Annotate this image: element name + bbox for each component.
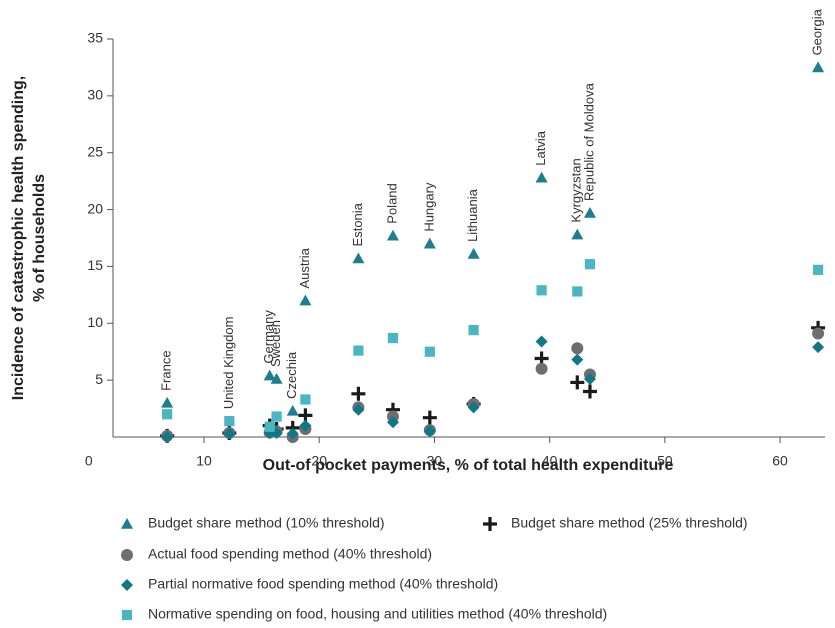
- marker-diamond: [161, 431, 174, 443]
- x-tick-label: 10: [196, 453, 212, 469]
- marker-triangle: [352, 252, 365, 264]
- marker-triangle: [423, 237, 436, 249]
- marker-triangle: [386, 229, 399, 241]
- marker-diamond: [467, 401, 480, 414]
- legend-label: Budget share method (25% threshold): [511, 515, 748, 531]
- marker-square: [536, 285, 547, 296]
- marker-diamond: [121, 579, 133, 591]
- marker-plus: [422, 410, 437, 425]
- point-label: France: [159, 350, 174, 390]
- x-tick-label: 20: [311, 453, 327, 469]
- marker-triangle: [583, 206, 596, 218]
- marker-plus: [570, 375, 585, 390]
- x-tick-label: 40: [542, 453, 558, 469]
- marker-square: [387, 332, 399, 344]
- y-tick-label: 5: [95, 371, 103, 387]
- marker-triangle: [161, 396, 174, 408]
- y-tick-label: 15: [87, 257, 103, 273]
- marker-diamond: [583, 373, 596, 386]
- point-label: Kyrgyzstan: [569, 158, 584, 222]
- marker-circle: [121, 549, 133, 561]
- x-tick-label: 0: [85, 453, 93, 469]
- marker-diamond: [423, 425, 436, 438]
- marker-square: [424, 346, 435, 357]
- marker-triangle: [467, 247, 480, 259]
- marker-diamond: [386, 416, 399, 429]
- marker-diamond: [352, 403, 365, 416]
- x-tick-label: 30: [427, 453, 443, 469]
- x-axis-label: Out-of pocket payments, % of total healt…: [263, 457, 674, 474]
- marker-square: [271, 411, 282, 422]
- marker-diamond: [286, 427, 299, 440]
- legend-label: Actual food spending method (40% thresho…: [148, 546, 432, 562]
- x-tick-label: 50: [657, 453, 673, 469]
- marker-square: [162, 409, 173, 420]
- point-label: Sweden: [268, 320, 283, 367]
- marker-circle: [571, 342, 584, 355]
- marker-triangle: [263, 369, 276, 381]
- marker-square: [121, 609, 133, 621]
- marker-plus: [351, 386, 366, 401]
- point-label: Republic of Moldova: [581, 82, 596, 201]
- y-axis-label: % of households: [31, 174, 48, 302]
- legend-label: Normative spending on food, housing and …: [148, 606, 607, 622]
- point-label: United Kingdom: [221, 317, 236, 410]
- legend-label: Partial normative food spending method (…: [148, 576, 498, 592]
- marker-triangle: [270, 373, 283, 384]
- marker-diamond: [812, 341, 825, 354]
- point-label: Czechia: [284, 351, 299, 399]
- marker-triangle: [812, 61, 825, 73]
- x-tick-label: 60: [772, 453, 788, 469]
- point-label: Hungary: [421, 182, 436, 232]
- point-label: Germany: [261, 310, 276, 364]
- y-tick-label: 30: [87, 87, 103, 103]
- point-label: Estonia: [350, 202, 365, 246]
- y-tick-label: 20: [87, 200, 103, 216]
- marker-plus: [483, 517, 497, 531]
- y-tick-label: 25: [87, 143, 103, 159]
- point-label: Poland: [384, 183, 399, 223]
- point-label: Georgia: [810, 8, 825, 55]
- marker-square: [300, 394, 311, 405]
- point-label: Latvia: [533, 130, 548, 165]
- marker-circle: [812, 327, 825, 340]
- point-label: Austria: [297, 247, 312, 288]
- marker-square: [812, 264, 824, 275]
- y-tick-label: 10: [87, 314, 103, 330]
- marker-square: [584, 259, 596, 270]
- marker-triangle: [535, 171, 548, 183]
- marker-triangle: [299, 294, 312, 306]
- legend-label: Budget share method (10% threshold): [148, 515, 385, 531]
- marker-diamond: [299, 419, 312, 432]
- marker-square: [353, 345, 364, 356]
- marker-square: [264, 421, 275, 432]
- marker-triangle: [121, 518, 133, 529]
- marker-triangle: [286, 404, 299, 416]
- y-tick-label: 35: [87, 30, 103, 46]
- marker-diamond: [535, 335, 548, 348]
- y-axis-label: Incidence of catastrophic health spendin…: [10, 76, 27, 401]
- marker-plus: [582, 384, 597, 399]
- point-label: Lithuania: [465, 188, 480, 242]
- marker-square: [572, 286, 583, 297]
- marker-triangle: [571, 228, 584, 240]
- marker-diamond: [223, 427, 236, 440]
- marker-circle: [535, 362, 548, 375]
- marker-square: [468, 325, 479, 336]
- marker-square: [224, 415, 235, 427]
- marker-diamond: [571, 353, 584, 366]
